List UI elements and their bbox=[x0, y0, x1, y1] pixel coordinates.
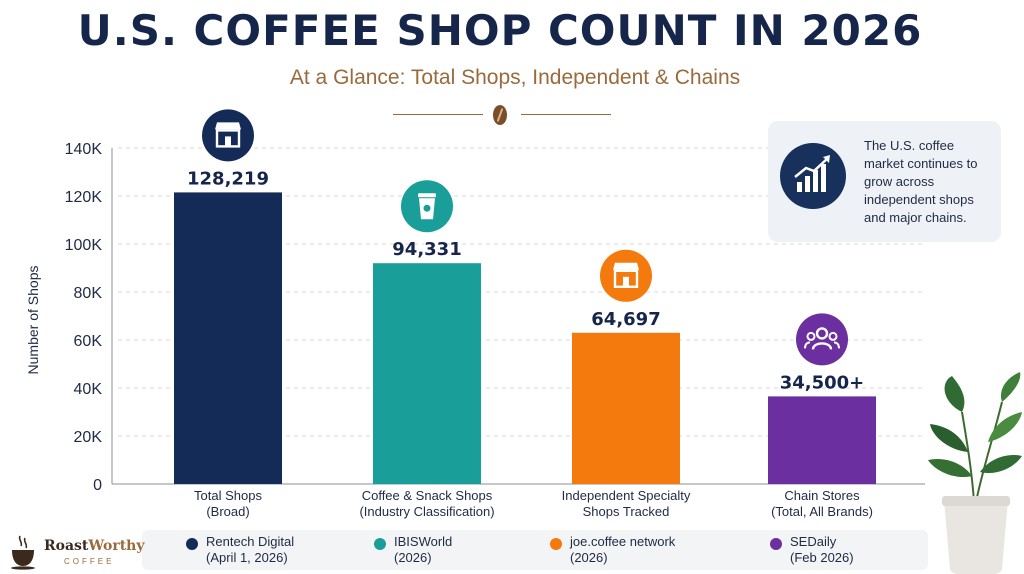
data-label: 34,500+ bbox=[780, 372, 865, 393]
bar bbox=[174, 192, 282, 484]
legend-dot bbox=[374, 538, 386, 550]
y-tick-label: 0 bbox=[93, 477, 102, 494]
info-text: The U.S. coffee market continues to grow… bbox=[864, 138, 978, 225]
legend-dot bbox=[770, 538, 782, 550]
y-tick-label: 140K bbox=[65, 141, 103, 158]
category-label: (Industry Classification) bbox=[359, 504, 494, 519]
y-axis-title: Number of Shops bbox=[25, 266, 41, 375]
legend-date: (Feb 2026) bbox=[790, 550, 854, 565]
storefront-icon bbox=[215, 122, 241, 148]
y-tick-label: 120K bbox=[65, 189, 103, 206]
info-box: The U.S. coffee market continues to grow… bbox=[768, 121, 1001, 242]
bar bbox=[572, 332, 680, 484]
coffee-cup-icon bbox=[418, 193, 436, 220]
chart-subtitle: At a Glance: Total Shops, Independent & … bbox=[289, 66, 741, 89]
potted-plant-illustration bbox=[928, 372, 1022, 574]
people-group-icon bbox=[804, 327, 840, 350]
legend-dot bbox=[550, 538, 562, 550]
legend: Rentech Digital (April 1, 2026) IBISWorl… bbox=[142, 530, 928, 570]
brand-logo: RoastWorthy COFFEE bbox=[6, 530, 146, 574]
category-label: Chain Stores bbox=[784, 488, 860, 503]
legend-source: SEDaily bbox=[790, 534, 837, 549]
storefront-icon bbox=[613, 262, 639, 288]
legend-source: IBISWorld bbox=[394, 534, 453, 549]
logo-subtitle: COFFEE bbox=[64, 557, 115, 566]
category-label: Independent Specialty bbox=[562, 488, 691, 503]
growth-chart-icon bbox=[780, 143, 846, 209]
y-tick-label: 100K bbox=[65, 237, 103, 254]
legend-date: (2026) bbox=[570, 550, 608, 565]
bar-icon-badge bbox=[202, 109, 254, 162]
legend-date: (April 1, 2026) bbox=[206, 550, 288, 565]
y-tick-label: 40K bbox=[74, 381, 103, 398]
category-label: (Broad) bbox=[206, 504, 249, 519]
category-label: Shops Tracked bbox=[583, 504, 670, 519]
category-label: (Total, All Brands) bbox=[771, 504, 873, 519]
bar bbox=[768, 396, 876, 484]
coffee-cup-logo-icon bbox=[11, 535, 35, 570]
chart-title: U.S. COFFEE SHOP COUNT IN 2026 bbox=[77, 6, 923, 55]
legend-dot bbox=[186, 538, 198, 550]
y-tick-label: 60K bbox=[74, 333, 103, 350]
logo-name-part1: Roast bbox=[44, 538, 89, 554]
bar bbox=[373, 263, 481, 484]
data-label: 64,697 bbox=[591, 309, 660, 330]
data-label: 128,219 bbox=[187, 168, 269, 189]
bar-icon-badge bbox=[600, 249, 652, 302]
legend-source: joe.coffee network bbox=[570, 534, 676, 549]
y-tick-label: 20K bbox=[74, 429, 103, 446]
data-label: 94,331 bbox=[392, 239, 461, 260]
legend-source: Rentech Digital bbox=[206, 534, 295, 549]
title-divider bbox=[393, 105, 611, 125]
coffee-bean-icon bbox=[493, 105, 507, 125]
category-label: Total Shops bbox=[194, 488, 262, 503]
logo-name-part2: Worthy bbox=[88, 538, 145, 554]
legend-date: (2026) bbox=[394, 550, 432, 565]
category-label: Coffee & Snack Shops bbox=[362, 488, 493, 503]
y-tick-label: 80K bbox=[74, 285, 103, 302]
